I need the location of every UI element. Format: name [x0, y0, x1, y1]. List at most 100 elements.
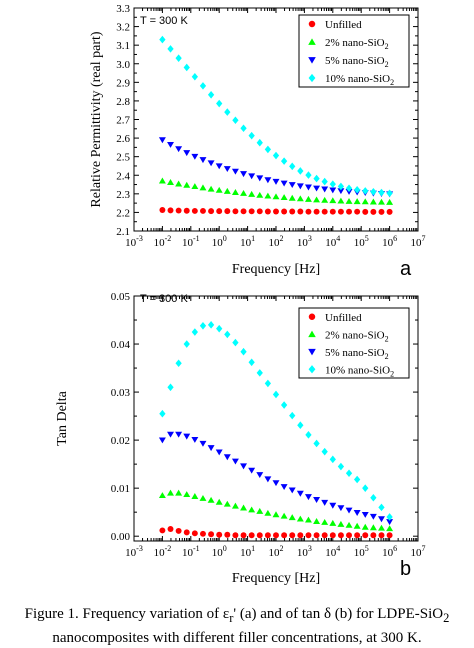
- x-tick-label: 101: [240, 544, 255, 559]
- series-triangle-up: [158, 177, 394, 205]
- data-point: [223, 454, 231, 461]
- data-point: [337, 208, 344, 215]
- data-point: [183, 340, 190, 348]
- legend-box: [298, 307, 410, 379]
- legend-label: Unfilled: [325, 312, 362, 324]
- x-axis-label: Frequency [Hz]: [232, 571, 320, 586]
- data-point: [345, 507, 353, 514]
- x-tick-label: 10-3: [125, 234, 143, 249]
- series-circle: [159, 207, 393, 215]
- legend-marker: [308, 73, 316, 83]
- data-point: [208, 531, 215, 538]
- x-tick-label: 10-3: [125, 544, 143, 559]
- data-point: [329, 519, 337, 526]
- y-axis-label: Tan Delta: [55, 390, 70, 445]
- data-point: [256, 191, 264, 198]
- x-tick-label: 104: [325, 544, 340, 559]
- data-point: [304, 516, 312, 523]
- data-point: [288, 514, 296, 521]
- data-point: [297, 167, 304, 175]
- data-point: [354, 532, 361, 539]
- data-point: [297, 208, 304, 215]
- data-point: [248, 173, 256, 180]
- data-point: [354, 185, 361, 194]
- x-tick-label: 106: [382, 544, 397, 559]
- data-point: [207, 496, 215, 503]
- data-point: [248, 131, 255, 140]
- x-tick-label: 10-2: [154, 234, 172, 249]
- data-point: [240, 532, 247, 539]
- data-point: [248, 208, 255, 215]
- legend: Unfilled 2% nano-SiO2 5% nano-SiO2 10% nano…: [298, 14, 410, 88]
- data-point: [216, 324, 223, 333]
- data-point: [305, 532, 312, 539]
- data-point: [337, 182, 345, 191]
- data-point: [362, 532, 369, 539]
- data-point: [167, 526, 174, 532]
- caption-line-1: Figure 1. Frequency variation of εr' (a)…: [24, 606, 450, 625]
- data-point: [378, 198, 385, 205]
- data-point: [378, 532, 385, 539]
- legend-label: 10% nano-SiO2: [325, 73, 394, 87]
- data-point: [296, 515, 304, 522]
- data-point: [370, 187, 377, 196]
- data-point: [199, 82, 207, 90]
- x-tick-label: 10-2: [154, 544, 172, 559]
- data-point: [361, 198, 369, 205]
- y-tick-label: 3.0: [116, 59, 130, 71]
- data-point: [297, 421, 304, 430]
- data-point: [346, 532, 352, 539]
- y-tick-label: 2.9: [116, 77, 130, 89]
- data-point: [207, 321, 215, 329]
- data-point: [313, 439, 320, 448]
- y-tick-label: 2.6: [116, 133, 130, 145]
- data-point: [329, 455, 336, 464]
- figure-caption: Figure 1. Frequency variation of εr' (a)…: [0, 604, 474, 648]
- data-point: [337, 505, 345, 512]
- data-point: [256, 532, 263, 539]
- data-point: [378, 516, 385, 523]
- legend: Unfilled 2% nano-SiO2 5% nano-SiO2 10% nano…: [298, 307, 410, 379]
- data-point: [386, 525, 394, 532]
- data-point: [378, 208, 385, 215]
- data-point: [386, 532, 393, 539]
- series-triangle-down: [158, 431, 394, 526]
- data-point: [159, 35, 166, 44]
- data-point: [289, 208, 296, 215]
- data-point: [370, 208, 377, 215]
- y-tick-label: 3.3: [116, 3, 130, 15]
- x-tick-label: 105: [354, 234, 369, 249]
- data-point: [223, 166, 231, 173]
- data-point: [248, 358, 255, 367]
- chart-panel-b: 10-3 10-2 10-1 100 101 102 103 104 105 106 107 0.00…: [55, 291, 426, 586]
- data-point: [264, 509, 272, 516]
- data-point: [313, 518, 321, 524]
- data-point: [256, 208, 263, 215]
- data-point: [191, 530, 198, 537]
- data-point: [297, 532, 304, 539]
- data-point: [313, 208, 320, 215]
- data-point: [361, 511, 369, 518]
- y-tick-label: 2.4: [116, 170, 130, 182]
- data-point: [167, 489, 174, 496]
- chart-panel-a: 10-3 10-2 10-1 100 101 102 103 104 105 106 107 2.1 2…: [89, 3, 426, 280]
- data-point: [175, 146, 183, 153]
- data-point: [159, 527, 166, 534]
- data-point: [362, 187, 369, 195]
- data-point: [216, 208, 223, 215]
- legend-label: 5% nano-SiO2: [325, 347, 389, 361]
- data-point: [289, 411, 296, 420]
- data-point: [264, 379, 272, 388]
- x-tick-label: 107: [411, 234, 426, 249]
- data-point: [280, 484, 288, 491]
- legend-box: [298, 14, 410, 88]
- data-point: [248, 190, 256, 197]
- data-point: [353, 522, 361, 529]
- data-point: [353, 198, 361, 205]
- data-point: [240, 171, 248, 178]
- data-point: [288, 487, 296, 494]
- data-point: [231, 458, 239, 465]
- x-tick-label: 102: [269, 234, 284, 249]
- x-tick-label: 107: [411, 544, 426, 559]
- data-point: [272, 390, 280, 399]
